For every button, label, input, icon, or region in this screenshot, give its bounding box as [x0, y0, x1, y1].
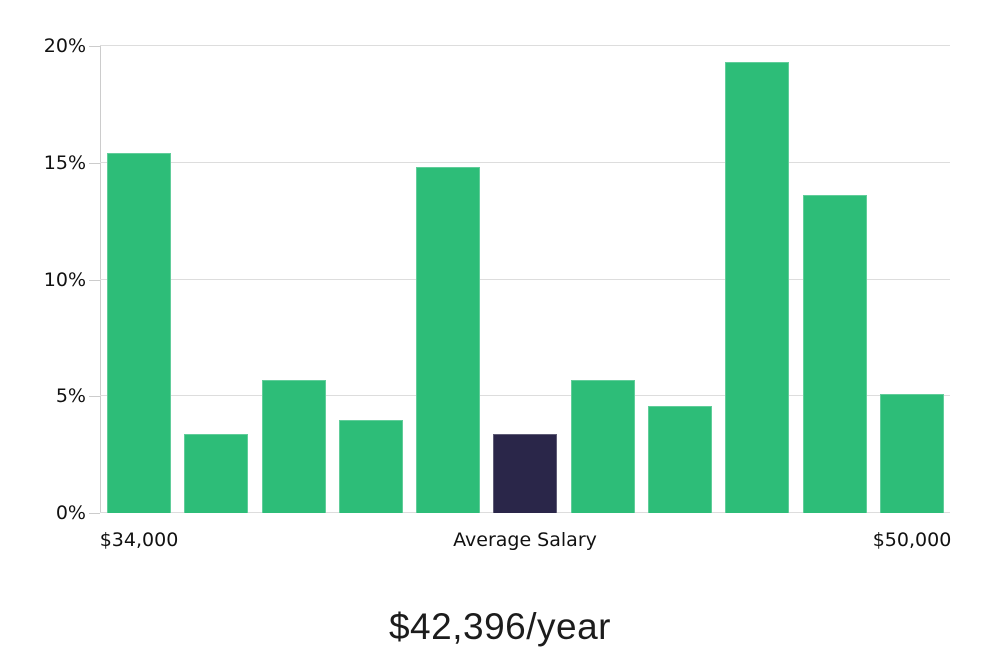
average-salary-title: $42,396/year — [388, 606, 611, 647]
bar-10 — [879, 393, 944, 513]
x-tick-label-5: Average Salary — [453, 529, 597, 551]
y-tick-mark — [89, 46, 100, 47]
gridline-10% — [100, 278, 950, 280]
plot-area — [100, 45, 950, 513]
y-tick-mark — [89, 396, 100, 398]
y-tick-label-5%: 5% — [55, 385, 86, 408]
x-tick-label-10: $50,000 — [872, 529, 952, 551]
y-tick-label-15%: 15% — [43, 151, 86, 174]
y-tick-mark — [89, 162, 100, 164]
y-tick-label-10%: 10% — [43, 268, 86, 291]
bar-1 — [184, 433, 249, 513]
y-tick-mark — [89, 513, 100, 514]
y-axis-line — [100, 46, 101, 513]
bar-7 — [648, 405, 713, 513]
bar-3 — [338, 419, 403, 513]
bar-0 — [107, 153, 171, 513]
bar-highlighted — [493, 433, 558, 513]
bar-2 — [261, 379, 326, 513]
bar-8 — [725, 62, 790, 513]
y-tick-label-20%: 20% — [43, 35, 86, 57]
x-tick-label-0: $34,000 — [99, 529, 179, 551]
gridline-15% — [100, 161, 950, 163]
gridline-20% — [100, 45, 950, 46]
bar-9 — [802, 195, 867, 513]
bar-4 — [416, 167, 481, 513]
gridline-5% — [100, 395, 950, 397]
bar-6 — [570, 379, 635, 513]
y-tick-mark — [89, 279, 100, 281]
y-tick-label-0%: 0% — [55, 502, 86, 524]
